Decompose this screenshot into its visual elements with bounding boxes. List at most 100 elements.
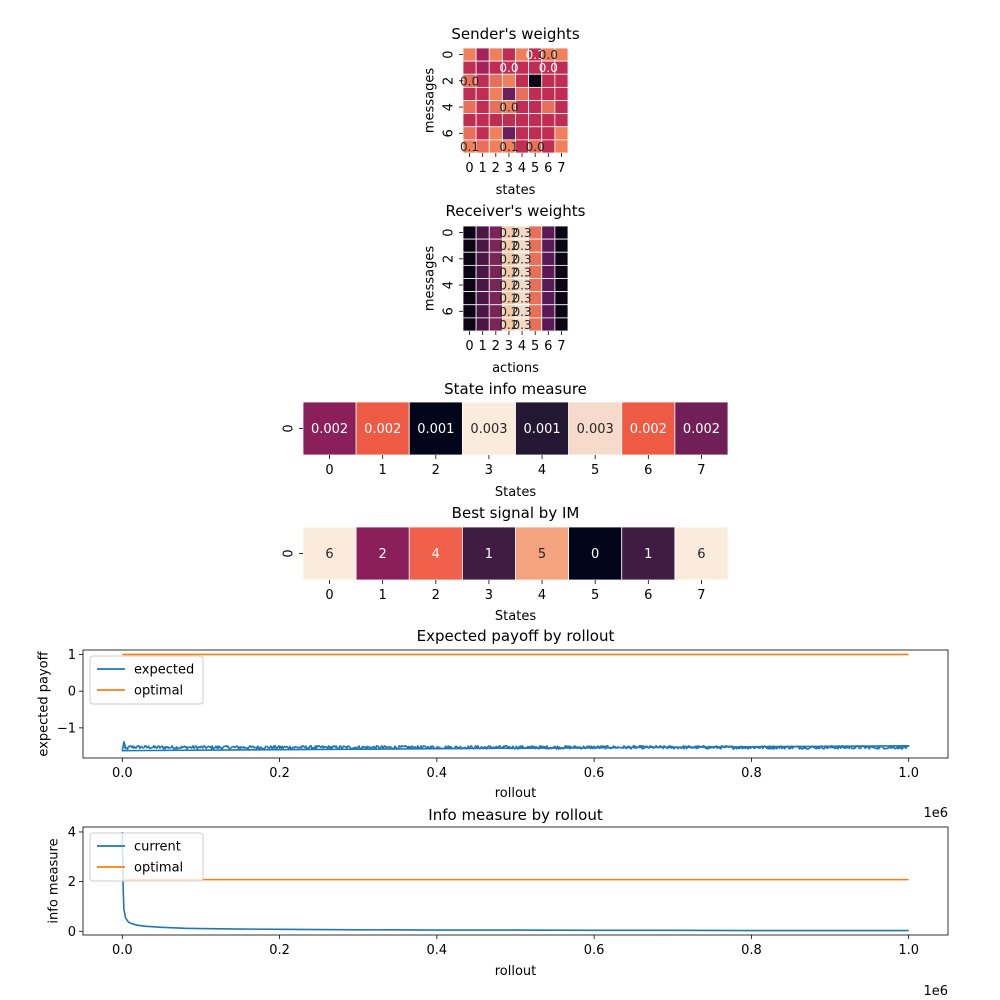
x-tick-label: 4 <box>518 339 526 354</box>
heatmap-cell <box>475 251 490 266</box>
heatmap-cell <box>488 73 503 88</box>
line-chart-1: Expected payoff by rollout 0.0 0.2 0.4 0.6 0.… <box>37 627 949 821</box>
x-axis-label: States <box>495 485 536 500</box>
heatmap-cell <box>554 251 569 266</box>
cell-annotation: 0.0 <box>526 140 545 154</box>
cell-annotation: 0.2 <box>499 226 518 240</box>
heatmap-cell <box>541 317 556 332</box>
heatmap-cell <box>475 264 490 279</box>
legend-box <box>89 832 204 882</box>
x-tick-label: 1 <box>479 161 487 176</box>
legend-label: current <box>134 840 181 855</box>
x-axis-label: states <box>496 183 536 198</box>
y-tick-label: 0 <box>442 50 457 58</box>
y-tick-label: 0 <box>442 228 457 236</box>
heatmap-cell <box>554 238 569 253</box>
legend-box <box>89 655 204 705</box>
x-tick-label: 5 <box>591 588 599 603</box>
y-tick-label: 0 <box>68 925 76 940</box>
y-tick-label: 0 <box>282 424 297 432</box>
x-axis-multiplier: 1e6 <box>923 806 948 821</box>
cell-annotation: 0.001 <box>523 422 560 437</box>
chart-title: Expected payoff by rollout <box>417 627 615 645</box>
heatmap-cell <box>554 304 569 319</box>
x-tick-label: 1.0 <box>898 766 919 781</box>
heatmap-cell <box>462 317 477 332</box>
heatmap-cell <box>462 278 477 293</box>
heatmap-cell <box>462 47 477 62</box>
x-tick-label: 7 <box>697 463 705 478</box>
x-axis-label: actions <box>492 361 539 376</box>
heatmap-cell <box>475 278 490 293</box>
cell-annotation: 0.1 <box>460 140 479 154</box>
heatmap-cell <box>541 126 556 141</box>
y-tick-label: 6 <box>442 129 457 137</box>
heatmap-3: State info measure 0.002 0.002 0.001 0.003 0.… <box>282 380 729 500</box>
chart-title: Info measure by rollout <box>428 806 603 824</box>
cell-annotation: 0 <box>591 547 599 562</box>
heatmap-cell <box>462 225 477 240</box>
heatmap-cell <box>541 86 556 101</box>
x-tick-label: 2 <box>492 339 500 354</box>
heatmap-cell <box>541 291 556 306</box>
line-chart-2: Info measure by rollout 0.0 0.2 0.4 0.6 0.8 1.… <box>47 806 949 999</box>
heatmap-cell <box>462 126 477 141</box>
x-tick-label: 5 <box>531 161 539 176</box>
heatmap-cell <box>461 401 516 456</box>
legend-label: optimal <box>134 861 183 876</box>
heatmap-cell <box>541 73 556 88</box>
heatmap-cell <box>408 526 463 581</box>
cell-annotation: 0.3 <box>513 318 532 332</box>
heatmap-cell <box>488 126 503 141</box>
heatmap-cell <box>488 47 503 62</box>
heatmap-cell <box>501 86 516 101</box>
y-axis-label: expected payoff <box>37 650 52 756</box>
x-tick-label: 4 <box>518 161 526 176</box>
x-tick-label: 0.0 <box>112 766 133 781</box>
x-tick-label: 3 <box>485 588 493 603</box>
cell-annotation: 0.2 <box>499 279 518 293</box>
x-tick-label: 1 <box>379 463 387 478</box>
heatmap-cell <box>462 86 477 101</box>
heatmap-cell <box>554 113 569 128</box>
heatmap-cell <box>541 251 556 266</box>
heatmap-cell <box>475 317 490 332</box>
cell-annotation: 0.0 <box>499 101 518 115</box>
chart-title: Sender's weights <box>451 25 579 43</box>
x-tick-label: 2 <box>432 588 440 603</box>
cell-annotation: 0.003 <box>577 422 614 437</box>
legend: current optimal <box>89 832 204 882</box>
x-tick-label: 7 <box>557 161 565 176</box>
x-tick-label: 3 <box>485 463 493 478</box>
x-tick-label: 0 <box>325 588 333 603</box>
y-tick-label: 0 <box>282 549 297 557</box>
heatmap-cell <box>462 304 477 319</box>
heatmap-cell <box>501 73 516 88</box>
plot-area <box>121 831 909 932</box>
x-tick-label: 0.2 <box>269 766 290 781</box>
cell-annotation: 0.0 <box>539 61 558 75</box>
cell-annotation: 0.3 <box>513 252 532 266</box>
series-line-expected <box>121 741 910 752</box>
heatmap-cell <box>501 126 516 141</box>
y-tick-label: 6 <box>442 307 457 315</box>
x-tick-label: 0 <box>465 161 473 176</box>
x-tick-label: 0.8 <box>741 943 762 958</box>
heatmap-cell <box>475 225 490 240</box>
heatmap-cell <box>461 526 516 581</box>
heatmap-cell <box>554 264 569 279</box>
y-axis-label: messages <box>423 68 438 133</box>
heatmap-cell <box>541 264 556 279</box>
x-tick-label: 0.6 <box>584 766 605 781</box>
x-axis-label: rollout <box>495 786 537 801</box>
cell-annotation: 0.002 <box>683 422 720 437</box>
x-axis-label: States <box>495 609 536 624</box>
y-tick-label: 2 <box>68 875 76 890</box>
cell-annotation: 6 <box>325 547 333 562</box>
heatmap-cell <box>475 86 490 101</box>
plot-frame <box>82 649 949 759</box>
x-tick-label: 7 <box>697 588 705 603</box>
x-tick-label: 6 <box>644 463 652 478</box>
heatmap-cell <box>462 60 477 75</box>
